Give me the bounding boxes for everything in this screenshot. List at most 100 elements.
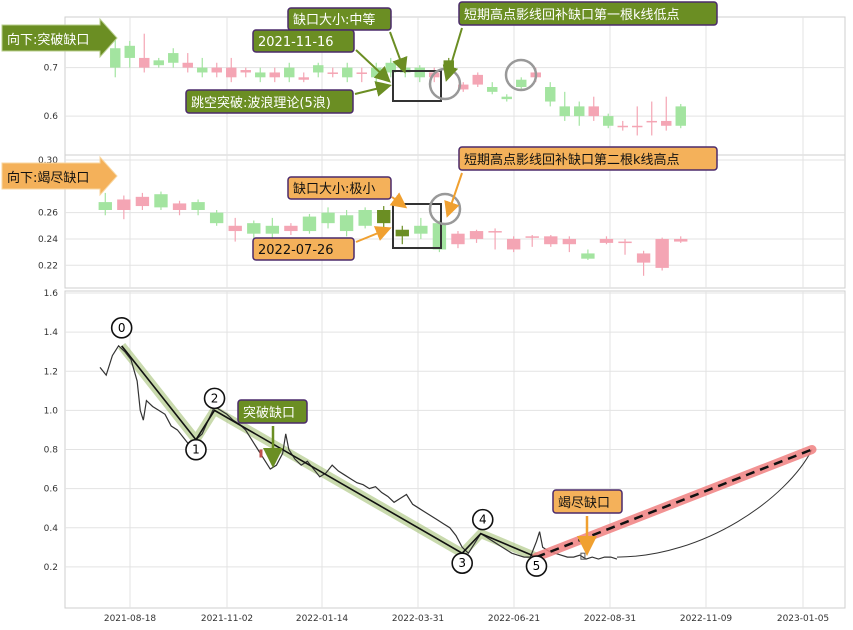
- candle-body: [211, 67, 222, 73]
- top-fill-note-arrow: [442, 27, 463, 82]
- candle-body: [153, 60, 164, 66]
- candle-body: [646, 120, 657, 123]
- candle-body: [675, 106, 686, 126]
- candles-top-ytick-0: 0.7: [44, 64, 58, 74]
- candle-body: [603, 116, 614, 126]
- candle-body: [617, 125, 628, 128]
- bottom-xtick-1: 2021-11-02: [201, 614, 253, 624]
- grid-layer: [65, 17, 845, 608]
- candle-body: [135, 196, 150, 207]
- middle-fill-note-label: 短期高点影线回补缺口第二根k线高点: [458, 146, 718, 171]
- wave-point-circle: [525, 555, 548, 577]
- middle-title-tag: 向下:竭尽缺口: [1, 155, 118, 197]
- candle-body: [599, 238, 614, 243]
- middle-fill-note-arrow: [444, 172, 463, 218]
- candle-body: [358, 210, 372, 226]
- wave-point-label: 4: [479, 513, 487, 527]
- wave-point-label: 0: [118, 321, 126, 335]
- candle-body: [377, 210, 391, 224]
- price-line-group: 0 1 2 3 4 5: [99, 317, 817, 577]
- candle-body: [110, 48, 121, 68]
- candle-body: [458, 84, 469, 90]
- top-wave-note-label: 跳空突破:波浪理论(5浪): [185, 89, 354, 114]
- top-fill-note-label: 短期高点影线回补缺口第一根k线低点: [458, 1, 718, 26]
- candles-mid-ytick-0: 0.30: [38, 156, 58, 166]
- candle-body: [356, 72, 367, 74]
- candle-body: [451, 233, 465, 245]
- candle-body: [321, 212, 335, 224]
- candle-body: [168, 53, 179, 63]
- candle-body: [154, 194, 168, 208]
- candle-body: [501, 96, 512, 100]
- projection-curve: [616, 449, 813, 558]
- top-title-text: 向下:突破缺口: [7, 32, 89, 48]
- middle-date-label: 2022-07-26: [252, 237, 355, 261]
- panel-top-frame: [64, 16, 846, 156]
- wave-point-circle: [471, 508, 494, 531]
- candle-body: [342, 67, 353, 78]
- panel-middle-frame: [64, 154, 846, 289]
- bottom-xtick-4: 2022-06-21: [488, 614, 540, 624]
- candle-body: [636, 253, 651, 263]
- top-gap-size-arrow: [389, 31, 408, 74]
- wave-line: [121, 345, 537, 558]
- wave-point-circle: [451, 552, 473, 574]
- middle-title-text: 向下:竭尽缺口: [7, 170, 89, 186]
- top-date-label: 2021-11-16: [252, 29, 355, 53]
- candle-body: [124, 45, 135, 58]
- candles-mid-ytick-2: 0.24: [38, 235, 58, 245]
- candle-body: [545, 87, 556, 102]
- middle-fill-circle: [428, 192, 462, 226]
- candle-body: [472, 74, 483, 85]
- breakout-gap-marker: [259, 449, 263, 458]
- candle-body: [632, 125, 643, 128]
- bottom-xtick-6: 2022-11-09: [680, 614, 733, 624]
- candle-body: [240, 70, 251, 73]
- middle-date-arrow: [355, 226, 392, 243]
- candle-body: [226, 67, 237, 78]
- bottom-ytick-0: 1.6: [44, 289, 59, 299]
- middle-gap-size-text: 缺口大小:极小: [293, 182, 375, 197]
- candle-body: [255, 72, 266, 78]
- candle-body: [339, 215, 354, 232]
- candle-body: [269, 72, 280, 78]
- bottom-xtick-2: 2022-01-14: [296, 614, 349, 624]
- candle-body: [488, 231, 502, 233]
- candle-body: [172, 203, 187, 210]
- bottom-ytick-5: 0.6: [44, 485, 59, 495]
- wave-point-label: 2: [211, 391, 219, 405]
- bottom-ytick-3: 1.0: [44, 406, 59, 416]
- candles-mid-ytick-3: 0.22: [38, 261, 58, 271]
- candles-middle-group: [98, 191, 688, 276]
- candle-body: [228, 225, 242, 232]
- candle-body: [414, 225, 428, 234]
- candle-body: [469, 231, 484, 239]
- top-fill-circle-1: [428, 67, 462, 101]
- candle-body: [265, 225, 280, 234]
- candle-body: [302, 216, 317, 232]
- candle-body: [544, 236, 558, 245]
- bottom-ytick-4: 0.8: [44, 446, 59, 456]
- bottom-ytick-2: 1.2: [44, 367, 58, 377]
- candle-body: [674, 238, 688, 242]
- breakout-gap-text: 突破缺口: [243, 405, 295, 421]
- candle-body: [525, 236, 539, 238]
- bottom-ytick-7: 0.2: [44, 563, 58, 573]
- bottom-ytick-1: 1.4: [44, 328, 59, 338]
- bottom-xtick-5: 2022-08-31: [584, 614, 636, 624]
- candle-body: [516, 79, 527, 87]
- exhaustion-gap-text: 竭尽缺口: [558, 496, 610, 511]
- candle-body: [284, 225, 298, 232]
- candle-body: [327, 72, 338, 74]
- top-wave-note-text: 跳空突破:波浪理论(5浪): [191, 95, 331, 111]
- candle-body: [197, 67, 208, 73]
- top-gap-size-label: 缺口大小:中等: [287, 7, 392, 31]
- candles-top-ytick-1: 0.6: [44, 112, 59, 122]
- candle-body: [247, 223, 261, 234]
- candle-body: [395, 229, 409, 237]
- wave-point-circle: [185, 438, 207, 461]
- top-wave-note-arrow: [354, 81, 392, 97]
- candle-body: [117, 199, 131, 210]
- middle-gap-size-label: 缺口大小:极小: [287, 176, 392, 200]
- wave-point-circle: [110, 317, 133, 339]
